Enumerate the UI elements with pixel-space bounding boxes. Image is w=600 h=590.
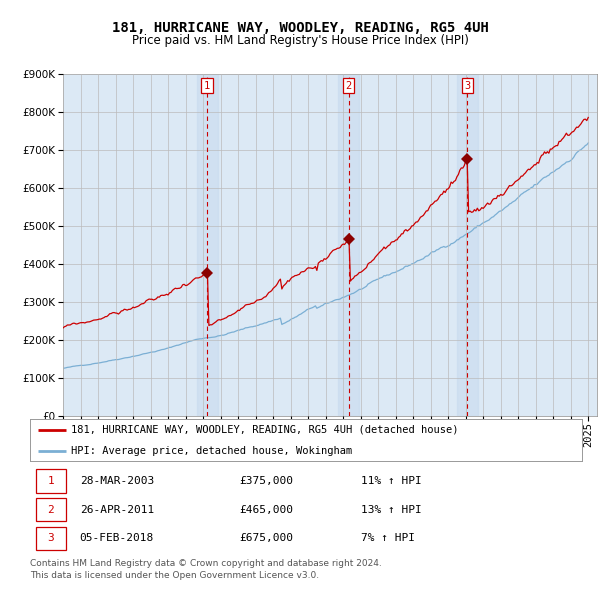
- Text: 1: 1: [204, 81, 210, 91]
- Text: 28-MAR-2003: 28-MAR-2003: [80, 476, 154, 486]
- Text: Contains HM Land Registry data © Crown copyright and database right 2024.: Contains HM Land Registry data © Crown c…: [30, 559, 382, 568]
- Text: £675,000: £675,000: [240, 533, 294, 543]
- FancyBboxPatch shape: [35, 527, 66, 550]
- Text: 13% ↑ HPI: 13% ↑ HPI: [361, 505, 422, 514]
- Text: 2: 2: [346, 81, 352, 91]
- Text: Price paid vs. HM Land Registry's House Price Index (HPI): Price paid vs. HM Land Registry's House …: [131, 34, 469, 47]
- Bar: [338, 74, 359, 416]
- Text: £375,000: £375,000: [240, 476, 294, 486]
- Text: 7% ↑ HPI: 7% ↑ HPI: [361, 533, 415, 543]
- Text: 1: 1: [47, 476, 54, 486]
- Text: £465,000: £465,000: [240, 505, 294, 514]
- Text: 181, HURRICANE WAY, WOODLEY, READING, RG5 4UH: 181, HURRICANE WAY, WOODLEY, READING, RG…: [112, 21, 488, 35]
- Text: This data is licensed under the Open Government Licence v3.0.: This data is licensed under the Open Gov…: [30, 571, 319, 580]
- Bar: [457, 74, 478, 416]
- Text: HPI: Average price, detached house, Wokingham: HPI: Average price, detached house, Woki…: [71, 446, 353, 455]
- Text: 3: 3: [464, 81, 470, 91]
- Text: 05-FEB-2018: 05-FEB-2018: [80, 533, 154, 543]
- FancyBboxPatch shape: [35, 470, 66, 493]
- Text: 11% ↑ HPI: 11% ↑ HPI: [361, 476, 422, 486]
- FancyBboxPatch shape: [35, 498, 66, 522]
- Text: 181, HURRICANE WAY, WOODLEY, READING, RG5 4UH (detached house): 181, HURRICANE WAY, WOODLEY, READING, RG…: [71, 425, 459, 434]
- Bar: [197, 74, 218, 416]
- Text: 3: 3: [47, 533, 54, 543]
- Text: 2: 2: [47, 505, 54, 514]
- Text: 26-APR-2011: 26-APR-2011: [80, 505, 154, 514]
